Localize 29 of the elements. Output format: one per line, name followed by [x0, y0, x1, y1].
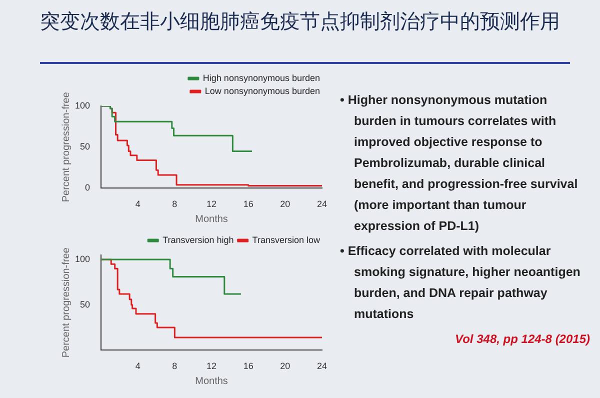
text: Vol 348, pp 124-8 (2015)	[454, 331, 590, 348]
text: • Efficacy correlated with molecular smoking signature, higher neoantigen burden, and DNA repair pathway mutations	[340, 243, 582, 323]
x-tick-label: 12	[206, 361, 217, 372]
y-tick-label: 100	[74, 100, 90, 110]
x-tick-label: 4	[135, 361, 140, 372]
y-tick-label: 0	[85, 182, 90, 193]
x-tick-label: 12	[206, 199, 217, 210]
y-axis-title: Percent progression-free	[60, 92, 72, 202]
x-tick-label: 20	[280, 199, 290, 210]
x-axis-title: Months	[195, 376, 228, 387]
legend-label: Transversion high	[162, 234, 234, 245]
x-tick-label: 16	[243, 199, 254, 210]
x-tick-label: 8	[172, 361, 178, 372]
x-tick-label: 24	[316, 361, 327, 372]
y-tick-label: 50	[80, 142, 90, 152]
y-tick-label: 50	[80, 299, 90, 310]
x-tick-label: 24	[316, 199, 327, 210]
x-tick-label: 20	[280, 361, 290, 372]
x-tick-label: 4	[135, 199, 140, 210]
x-tick-label: 16	[243, 361, 254, 372]
chart-title: 突变次数在非小细胞肺癌免疫节点抑制剂治疗中的预测作用	[40, 8, 560, 34]
text: • Higher nonsynonymous mutation burden in tumours correlates with improved objective response to Pembrolizumab, durable clinical benefit, and progression-free survival (more important than tumour expression of PD-L1)	[340, 92, 579, 235]
y-axis-title: Percent progression-free	[60, 247, 72, 358]
x-axis-title: Months	[195, 214, 228, 225]
x-tick-label: 8	[172, 199, 178, 210]
legend-label: Transversion low	[252, 234, 320, 245]
y-tick-label: 100	[74, 254, 90, 264]
legend-label: Low nonsynonymous burden	[204, 86, 320, 96]
legend-label: High nonsynonymous burden	[202, 72, 320, 83]
